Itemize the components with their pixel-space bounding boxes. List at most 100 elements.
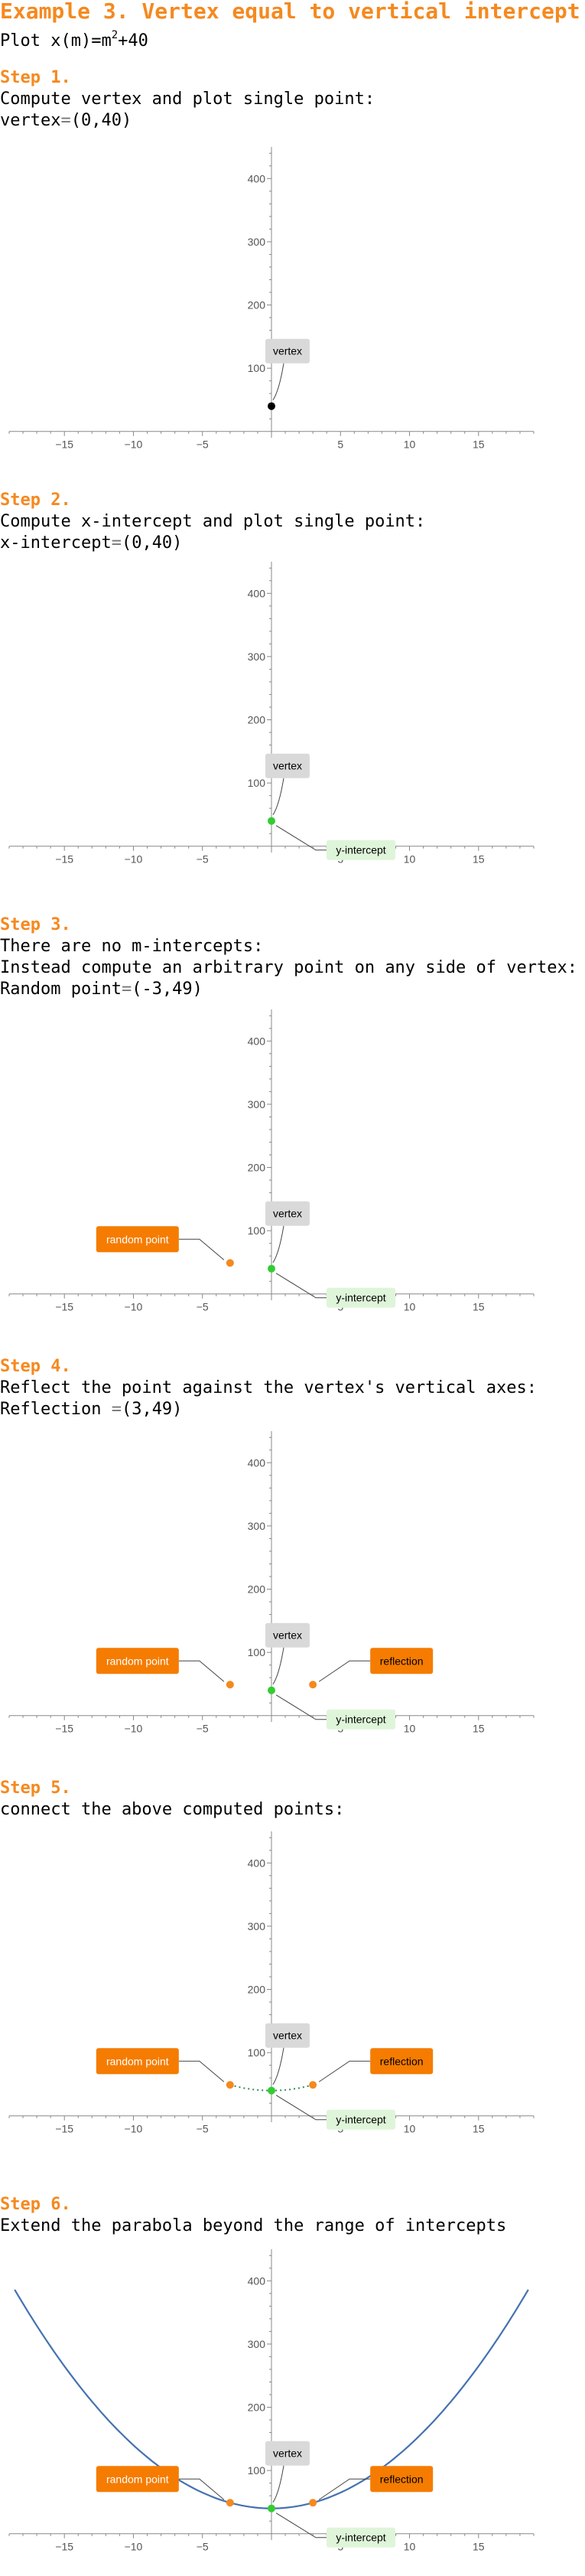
intercept-label-text: y-intercept	[336, 2114, 385, 2126]
result-name: Random point	[0, 980, 122, 999]
random-point	[226, 1259, 234, 1267]
intercept-label: y-intercept	[275, 825, 395, 860]
x-tick-label: 10	[404, 1723, 416, 1735]
step-line: Instead compute an arbitrary point on an…	[0, 958, 577, 977]
step-heading: Step 5.	[0, 1779, 71, 1798]
x-tick-label: −5	[197, 2541, 209, 2553]
intercept-label-leader	[275, 825, 327, 851]
intercept-label-box	[327, 2109, 395, 2130]
x-tick-label: 15	[473, 2541, 485, 2553]
vertex-label-box	[265, 2441, 310, 2466]
result-value: (0,40)	[121, 533, 183, 553]
reflection-point	[309, 2499, 317, 2507]
x-tick-label: 5	[337, 439, 343, 450]
x-tick-label: 10	[404, 439, 416, 450]
equals-sign: =	[121, 980, 132, 999]
y-tick-label: 400	[248, 172, 266, 184]
result-name: vertex	[0, 111, 61, 130]
x-tick-label: −10	[125, 1723, 143, 1735]
vertex-label: vertex	[265, 1622, 310, 1684]
vertex-label-box	[265, 2023, 310, 2048]
intercept-label-leader	[275, 2512, 327, 2539]
step-heading: Step 4.	[0, 1357, 71, 1376]
x-tick-label: −15	[55, 2541, 73, 2553]
intercept-label-leader	[275, 1694, 327, 1720]
step-4-chart: −15−10−551015100200300400vertexy-interce…	[8, 1431, 535, 1735]
reflection-label-leader	[318, 2060, 371, 2082]
vertex-label-text: vertex	[273, 2447, 302, 2460]
reflection-label-text: reflection	[380, 1655, 424, 1667]
reflection-label-leader	[318, 2478, 371, 2500]
vertex-label: vertex	[265, 2441, 310, 2503]
y-tick-label: 100	[248, 1224, 266, 1237]
vertex-label: vertex	[265, 338, 310, 400]
intercept-label: y-intercept	[275, 2512, 395, 2548]
intercept-label-text: y-intercept	[336, 1292, 385, 1304]
vertex-point	[268, 402, 275, 410]
y-tick-label: 100	[248, 1646, 266, 1658]
vertex-label-text: vertex	[273, 1629, 302, 1642]
step-heading: Step 2.	[0, 491, 71, 510]
step-result-line: Reflection =(3,49)	[0, 1399, 585, 1420]
x-tick-label: 10	[404, 1301, 416, 1312]
vertex-label-text: vertex	[273, 2030, 302, 2042]
x-tick-label: 15	[473, 853, 485, 866]
x-tick-label: −5	[197, 1301, 209, 1312]
step-line: Compute x-intercept and plot single poin…	[0, 512, 426, 531]
step-line: There are no m-intercepts:	[0, 937, 264, 956]
random-point-label-box	[96, 2048, 179, 2075]
reflection-label: reflection	[318, 1648, 434, 1682]
reflection-label: reflection	[318, 2466, 434, 2500]
intercept-label-leader	[275, 1273, 327, 1299]
reflection-label-box	[370, 2466, 434, 2493]
vertex-label-leader	[272, 778, 284, 815]
plot-constant: +40	[118, 31, 148, 51]
step-1-chart: −15 −10 −5 5 10 15 100 200 300 400 vertex	[8, 147, 535, 450]
random-point-label-leader	[178, 1660, 225, 1682]
vertex-point	[268, 1686, 275, 1694]
vertex-label-leader	[272, 2465, 284, 2503]
step-1-section: Step 1. Compute vertex and plot single p…	[0, 67, 585, 450]
equals-sign: =	[111, 1400, 122, 1419]
x-tick-label: −10	[125, 2541, 143, 2553]
vertex-label: vertex	[265, 1201, 310, 1263]
y-tick-label: 300	[248, 236, 266, 248]
vertex-label-text: vertex	[273, 1208, 302, 1220]
x-tick-label: −15	[55, 1301, 73, 1312]
step-heading: Step 3.	[0, 915, 71, 934]
vertex-label-text: vertex	[273, 345, 302, 357]
random-point-label: random point	[96, 2466, 225, 2500]
step-heading: Step 6.	[0, 2195, 71, 2214]
intercept-label: y-intercept	[275, 1694, 395, 1730]
reflection-point	[309, 1681, 317, 1689]
random-point-label-box	[96, 1226, 179, 1253]
random-point	[226, 1681, 234, 1689]
equals-sign: =	[60, 111, 71, 130]
y-tick-label: 300	[248, 1520, 266, 1532]
x-tick-label: 15	[473, 1301, 485, 1312]
step-line: connect the above computed points:	[0, 1800, 345, 1819]
step-2-chart: −15−10−551015100200300400vertexy-interce…	[8, 562, 535, 866]
step-result-line: x-intercept=(0,40)	[0, 533, 585, 554]
random-point-label: random point	[96, 1648, 225, 1682]
reflection-label: reflection	[318, 2048, 434, 2082]
y-tick-label: 300	[248, 1920, 266, 1932]
random-point-label-text: random point	[106, 1233, 169, 1245]
random-point-label-text: random point	[106, 2473, 169, 2485]
y-tick-label: 200	[248, 1984, 266, 1996]
intercept-label-box	[327, 1709, 395, 1730]
random-point-label-leader	[178, 2478, 225, 2500]
vertex-label-leader	[272, 1647, 284, 1684]
reflection-label-leader	[318, 1660, 371, 1682]
reflection-point	[309, 2081, 317, 2089]
step-6-section: Step 6. Extend the parabola beyond the r…	[0, 2194, 585, 2576]
vertex-label: vertex	[265, 2023, 310, 2085]
y-tick-label: 300	[248, 2338, 266, 2350]
random-point-label-leader	[178, 2060, 225, 2082]
random-point-label-box	[96, 2466, 179, 2493]
step-heading: Step 1.	[0, 68, 71, 87]
page-title: Example 3. Vertex equal to vertical inte…	[0, 0, 580, 24]
vertex-label-text: vertex	[273, 760, 302, 772]
intercept-label: y-intercept	[275, 2095, 395, 2130]
plot-function: x(m)=m	[50, 31, 112, 51]
